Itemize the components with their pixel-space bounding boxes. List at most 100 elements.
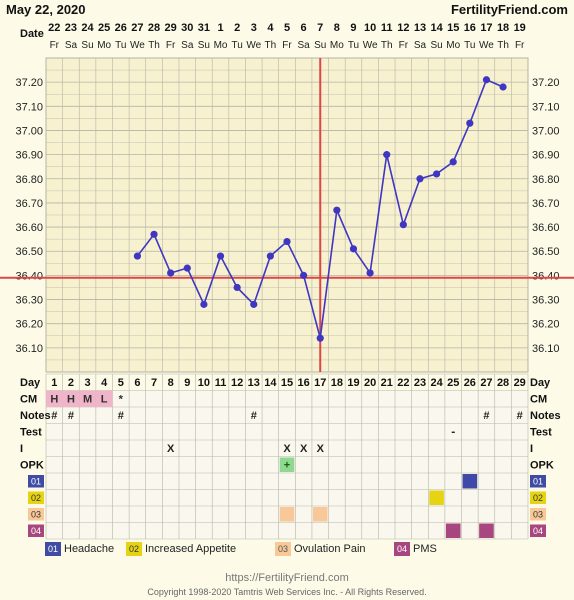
note-mark: # <box>517 410 523 422</box>
weekday-label: Th <box>265 40 277 51</box>
date-number: 6 <box>301 22 307 34</box>
symptom-code-right-bg <box>530 475 546 488</box>
pms-swatch: 04 <box>394 541 410 556</box>
legend-ovulation-pain: 03 Ovulation Pain <box>275 541 366 556</box>
cycle-day-number: 3 <box>84 377 90 389</box>
y-tick-label-left: 36.60 <box>15 222 43 234</box>
symptom-code-right: 02 <box>533 493 543 503</box>
cm-row-label-right: CM <box>530 394 547 406</box>
weekday-label: We <box>363 40 378 51</box>
notes-row-label-right: Notes <box>530 410 561 422</box>
site-link[interactable]: https://FertilityFriend.com <box>225 572 349 584</box>
y-tick-label-right: 36.60 <box>532 222 560 234</box>
cycle-day-number: 25 <box>447 377 459 389</box>
cycle-day-number: 6 <box>134 377 140 389</box>
date-number: 27 <box>131 22 143 34</box>
temperature-point <box>333 206 341 214</box>
ovulation-pain-label: Ovulation Pain <box>294 542 366 555</box>
y-tick-label-right: 37.00 <box>532 125 560 137</box>
temperature-point <box>366 269 374 277</box>
cycle-day-number: 4 <box>101 377 108 389</box>
note-mark: # <box>118 410 124 422</box>
test-result: - <box>451 425 455 439</box>
symptom-code-left-bg <box>28 508 44 521</box>
y-tick-label-right: 36.70 <box>532 198 560 210</box>
temperature-point <box>167 269 175 277</box>
cycle-day-number: 18 <box>331 377 343 389</box>
y-tick-label-right: 36.10 <box>532 343 560 355</box>
y-tick-label-right: 36.30 <box>532 295 560 307</box>
note-mark: # <box>51 410 57 422</box>
symptom-cell <box>429 490 444 505</box>
date-number: 11 <box>381 22 393 34</box>
date-number: 8 <box>334 22 340 34</box>
weekday-label: Fr <box>166 40 176 51</box>
symptom-cell <box>445 523 461 538</box>
symptom-code-right: 01 <box>533 477 543 487</box>
symptom-cell <box>462 474 478 489</box>
fertility-chart: 37.20 37.20 37.10 37.10 37.00 37.00 36.90 36.90… <box>0 22 574 540</box>
date-number: 1 <box>217 22 223 34</box>
weekday-label: Su <box>430 40 442 51</box>
symptom-cell <box>312 507 328 522</box>
y-tick-label-right: 36.50 <box>532 246 560 258</box>
increased-appetite-label: Increased Appetite <box>145 542 237 555</box>
y-tick-label-left: 36.30 <box>15 295 43 307</box>
y-tick-label-right: 37.20 <box>532 77 560 89</box>
date-number: 22 <box>48 22 60 34</box>
cm-value: * <box>119 394 124 406</box>
weekday-label: We <box>246 40 261 51</box>
temperature-point <box>432 170 441 178</box>
pms-label: PMS <box>413 542 437 555</box>
legend-pms: 04 PMS <box>394 541 437 556</box>
y-tick-label-left: 36.80 <box>15 174 43 186</box>
symptom-code-left-bg <box>28 524 44 537</box>
y-tick-label-left: 36.70 <box>15 198 43 210</box>
test-row-label-left: Test <box>20 427 42 439</box>
weekday-label: Sa <box>414 40 427 51</box>
date-number: 5 <box>284 22 290 34</box>
temperature-point <box>250 300 258 308</box>
cycle-day-number: 2 <box>68 377 74 389</box>
temperature-point <box>183 264 191 272</box>
date-number: 29 <box>165 22 177 34</box>
date-number: 10 <box>364 22 376 34</box>
opk-row-label-right: OPK <box>530 460 554 472</box>
weekday-label: Tu <box>464 40 475 51</box>
date-number: 7 <box>317 22 323 34</box>
date-number: 30 <box>181 22 193 34</box>
y-tick-label-right: 37.10 <box>532 101 560 113</box>
date-number: 18 <box>497 22 509 34</box>
intercourse-mark: X <box>167 443 175 455</box>
temperature-point <box>266 252 274 260</box>
y-tick-label-right: 36.40 <box>532 270 560 282</box>
weekday-label: Fr <box>50 40 60 51</box>
increased-appetite-swatch: 02 <box>126 541 142 556</box>
intercourse-row-label-right: I <box>530 443 533 455</box>
symptom-code-left: 03 <box>31 510 41 520</box>
chart-date-header: May 22, 2020 <box>6 2 86 17</box>
weekday-label: We <box>479 40 494 51</box>
cycle-day-number: 17 <box>314 377 326 389</box>
weekday-label: Th <box>497 40 509 51</box>
y-tick-label-left: 37.20 <box>15 77 43 89</box>
date-number: 15 <box>447 22 459 34</box>
weekday-label: Tu <box>115 40 126 51</box>
weekday-label: Sa <box>181 40 194 51</box>
temperature-point <box>349 245 358 253</box>
weekday-label: Su <box>198 40 210 51</box>
temperature-point <box>416 175 424 183</box>
symptom-code-left-bg <box>28 475 44 488</box>
y-tick-label-right: 36.90 <box>532 150 560 162</box>
cycle-day-number: 27 <box>480 377 492 389</box>
symptom-code-right-bg <box>530 508 546 521</box>
symptom-code-right-bg <box>530 524 546 537</box>
weekday-label: Mo <box>97 40 111 51</box>
temperature-point <box>300 271 308 279</box>
symptom-code-right: 03 <box>533 510 543 520</box>
day-row-label-right: Day <box>530 377 551 389</box>
cycle-day-number: 15 <box>281 377 293 389</box>
temperature-point <box>283 237 291 246</box>
weekday-label: Su <box>314 40 326 51</box>
opk-result: + <box>284 460 290 472</box>
